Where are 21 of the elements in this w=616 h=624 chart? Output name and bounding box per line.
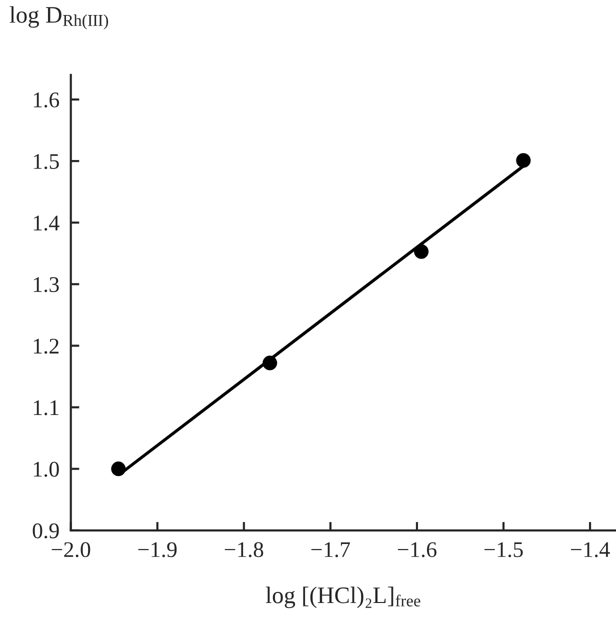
x-tick-label: −1.6	[398, 542, 436, 558]
x-tick-label: −1.9	[138, 542, 177, 558]
x-tick-label: −1.7	[311, 542, 350, 558]
y-tick-label: 1.0	[34, 462, 59, 477]
x-tick-label: −1.4	[570, 542, 610, 558]
point	[516, 153, 531, 168]
point	[262, 356, 278, 370]
x-tick-label: −2.0	[52, 542, 90, 558]
y-tick-label: 0.9	[32, 523, 59, 538]
x-axis-title: log [(HCl)₂L]$_{free}$	[266, 586, 420, 608]
y-axis-title: log D$_{Rh(III)}$	[10, 6, 108, 30]
y-tick-label: 1.2	[34, 338, 59, 354]
point	[111, 462, 126, 476]
y-tick-label: 1.4	[34, 216, 60, 231]
y-tick-label: 1.3	[34, 277, 59, 292]
point	[414, 244, 429, 259]
x-tick-label: −1.8	[224, 542, 264, 558]
x-tick-label: −1.5	[484, 542, 523, 558]
y-tick-label: 1.6	[34, 92, 60, 108]
y-tick-label: 1.1	[34, 400, 58, 416]
y-tick-label: 1.5	[34, 154, 59, 170]
